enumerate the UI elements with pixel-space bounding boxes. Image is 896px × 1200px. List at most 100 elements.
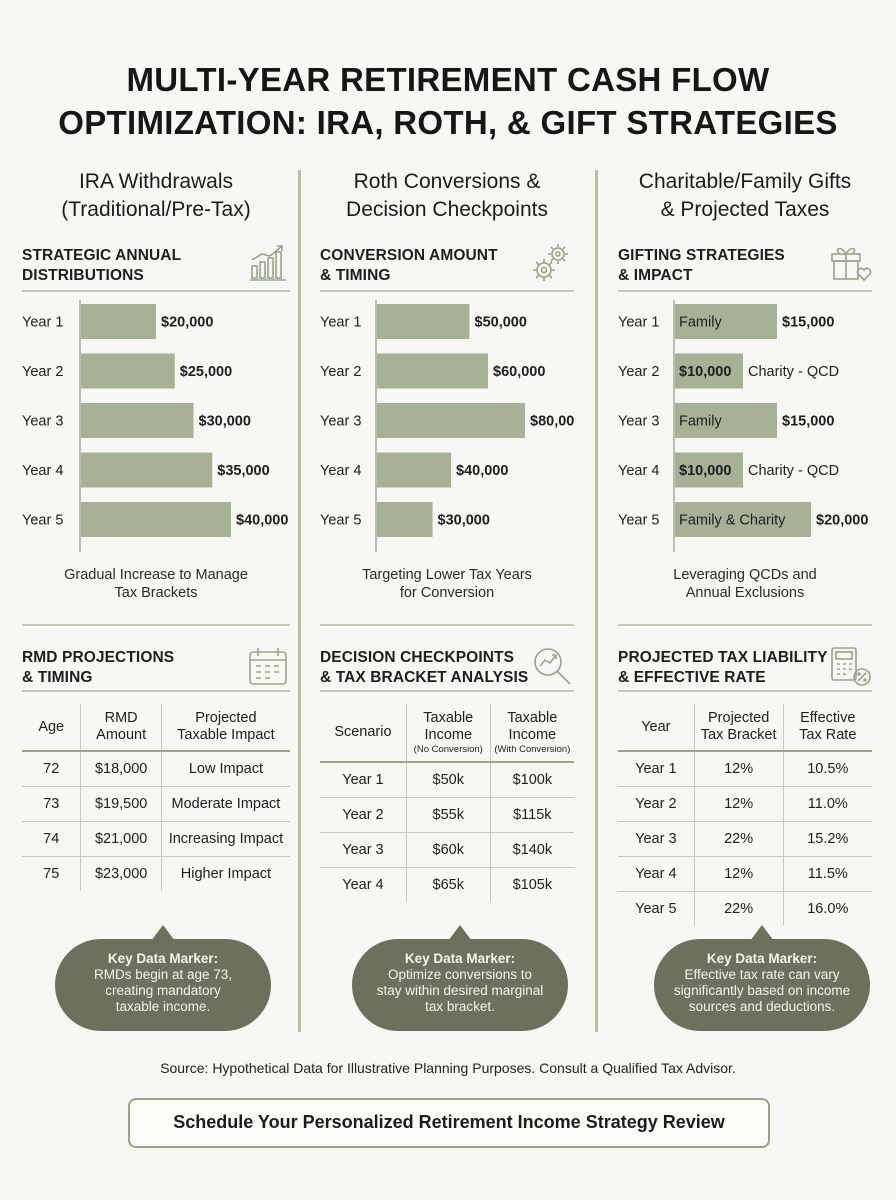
table-cell: 16.0% (782, 891, 872, 926)
column-header: Effective Tax Rate (782, 704, 872, 751)
column-header: RMD Amount (80, 704, 162, 751)
page-title: MULTI-YEAR RETIREMENT CASH FLOW OPTIMIZA… (0, 58, 896, 144)
bar-inner-label: Family (679, 414, 722, 430)
marker-title: Key Data Marker: (706, 951, 818, 966)
table-cell: Higher Impact (160, 856, 290, 891)
bar (377, 502, 433, 537)
marker-title: Key Data Marker: (107, 951, 219, 966)
table-cell: $100k (489, 762, 574, 797)
bar-growth-icon (250, 245, 286, 281)
roth-conversion-chart: Year 1 $50,000 Year 2 $60,000 Year 3 $80,000 Y… (320, 300, 574, 556)
key-data-marker: Key Data Marker: Effective tax rate can … (654, 925, 870, 1031)
data-label: $50,000 (475, 315, 527, 331)
marker-text: Optimize conversions to (387, 967, 533, 982)
table-cell: Low Impact (160, 751, 290, 786)
column-divider (595, 170, 598, 1032)
section-header: DECISION CHECKPOINTS & TAX BRACKET ANALYS… (320, 624, 574, 692)
table-cell: Year 1 (635, 760, 677, 777)
data-label: $40,000 (456, 463, 508, 479)
data-label: $10,000 (679, 364, 731, 380)
category-label: Year 1 (22, 315, 63, 331)
gifting-chart: Year 1 Family $15,000 Year 2 $10,000 Charity … (618, 300, 872, 556)
table-cell: $23,000 (80, 856, 162, 891)
bar-side-label: Charity - QCD (748, 364, 839, 380)
calendar-icon (249, 648, 287, 685)
column-title-line: IRA Withdrawals (78, 170, 234, 193)
column-header: Scenario (334, 724, 392, 740)
bar (675, 353, 743, 389)
data-label: $20,000 (816, 513, 868, 529)
table-header-row: Year Projected Tax Bracket Effective Tax R… (618, 704, 872, 751)
key-data-marker: Key Data Marker: RMDs begin at age 73, c… (55, 925, 271, 1031)
bar (81, 403, 194, 438)
data-label: $10,000 (679, 463, 731, 479)
bar (377, 304, 470, 339)
table-cell: Year 5 (635, 900, 677, 917)
caption-line: for Conversion (399, 585, 495, 601)
table-cell: $19,500 (80, 786, 162, 821)
caption-line: Leveraging QCDs and (673, 567, 817, 583)
column-header: Taxable Income (With Conversion) (489, 704, 574, 762)
data-label: $30,000 (438, 513, 490, 529)
data-label: $20,000 (161, 315, 213, 331)
rmd-table: Age RMD Amount Projected Taxable Impact 72… (22, 704, 290, 891)
marker-text: sources and deductions. (688, 999, 836, 1014)
table-cell: 11.0% (782, 786, 872, 821)
column-title: IRA Withdrawals (Traditional/Pre-Tax) (22, 168, 290, 230)
table-cell: 11.5% (782, 856, 872, 891)
title-line-1: MULTI-YEAR RETIREMENT CASH FLOW (126, 61, 770, 98)
table-cell: 15.2% (782, 821, 872, 856)
caption-line: Annual Exclusions (685, 585, 805, 601)
section-title: CONVERSION AMOUNT & TIMING (320, 247, 498, 284)
rmd-section: RMD PROJECTIONS & TIMING Age RMD Amount Pr… (22, 624, 290, 891)
table-cell: $55k (405, 797, 491, 832)
schedule-review-button[interactable]: Schedule Your Personalized Retirement In… (128, 1098, 770, 1148)
key-data-marker: Key Data Marker: Optimize conversions to… (352, 925, 568, 1031)
table-cell: $18,000 (80, 751, 162, 786)
table-cell: 75 (43, 865, 60, 882)
table-cell: Year 2 (635, 795, 677, 812)
table-header-row: Scenario Taxable Income (No Conversion) Ta… (320, 704, 574, 762)
table-row: Year 1 12% 10.5% (618, 751, 872, 786)
column-title: Charitable/Family Gifts & Projected Taxe… (618, 168, 872, 230)
table-cell: 22% (693, 891, 784, 926)
caption-line: Targeting Lower Tax Years (362, 567, 532, 583)
caption-line: Gradual Increase to Manage (64, 567, 248, 583)
table-row: 73 $19,500 Moderate Impact (22, 786, 290, 821)
bar (81, 353, 175, 389)
table-cell: 12% (693, 786, 784, 821)
bar (377, 403, 525, 438)
section-title: PROJECTED TAX LIABILITY & EFFECTIVE RATE (618, 649, 828, 686)
gifts-column: Charitable/Family Gifts & Projected Taxe… (618, 168, 872, 926)
table-row: Year 2 $55k $115k (320, 797, 574, 832)
table-row: 74 $21,000 Increasing Impact (22, 821, 290, 856)
marker-text: stay within desired marginal (376, 983, 544, 998)
tax-liability-table: Year Projected Tax Bracket Effective Tax R… (618, 704, 872, 926)
category-label: Year 4 (22, 463, 63, 479)
table-cell: 12% (693, 751, 784, 786)
table-cell: 10.5% (782, 751, 872, 786)
bar-inner-label: Family (679, 315, 722, 331)
bar (675, 403, 777, 438)
data-label: $80,000 (530, 414, 574, 430)
table-row: Year 4 12% 11.5% (618, 856, 872, 891)
chart-caption: Leveraging QCDs and Annual Exclusions (618, 566, 872, 606)
source-note: Source: Hypothetical Data for Illustrati… (160, 1060, 736, 1076)
gift-heart-icon (831, 247, 872, 282)
tax-liability-section: PROJECTED TAX LIABILITY & EFFECTIVE RATE … (618, 624, 872, 926)
marker-text: creating mandatory (105, 983, 221, 998)
category-label: Year 2 (22, 364, 63, 380)
bar (81, 304, 156, 339)
table-cell: $50k (405, 762, 491, 797)
section-title: DECISION CHECKPOINTS & TAX BRACKET ANALYS… (320, 649, 529, 686)
bar-inner-label: Family & Charity (679, 513, 786, 529)
table-cell: $140k (489, 832, 574, 867)
column-title: Roth Conversions & Decision Checkpoints (320, 168, 574, 230)
table-row: Year 3 22% 15.2% (618, 821, 872, 856)
caption-line: Tax Brackets (114, 585, 198, 601)
bar-chart-svg: Year 1 Family $15,000 Year 2 $10,000 Charity … (618, 300, 868, 552)
table-row: Year 3 $60k $140k (320, 832, 574, 867)
section-header: CONVERSION AMOUNT & TIMING (320, 244, 574, 292)
marker-text: significantly based on income (673, 983, 851, 998)
data-label: $35,000 (217, 463, 269, 479)
